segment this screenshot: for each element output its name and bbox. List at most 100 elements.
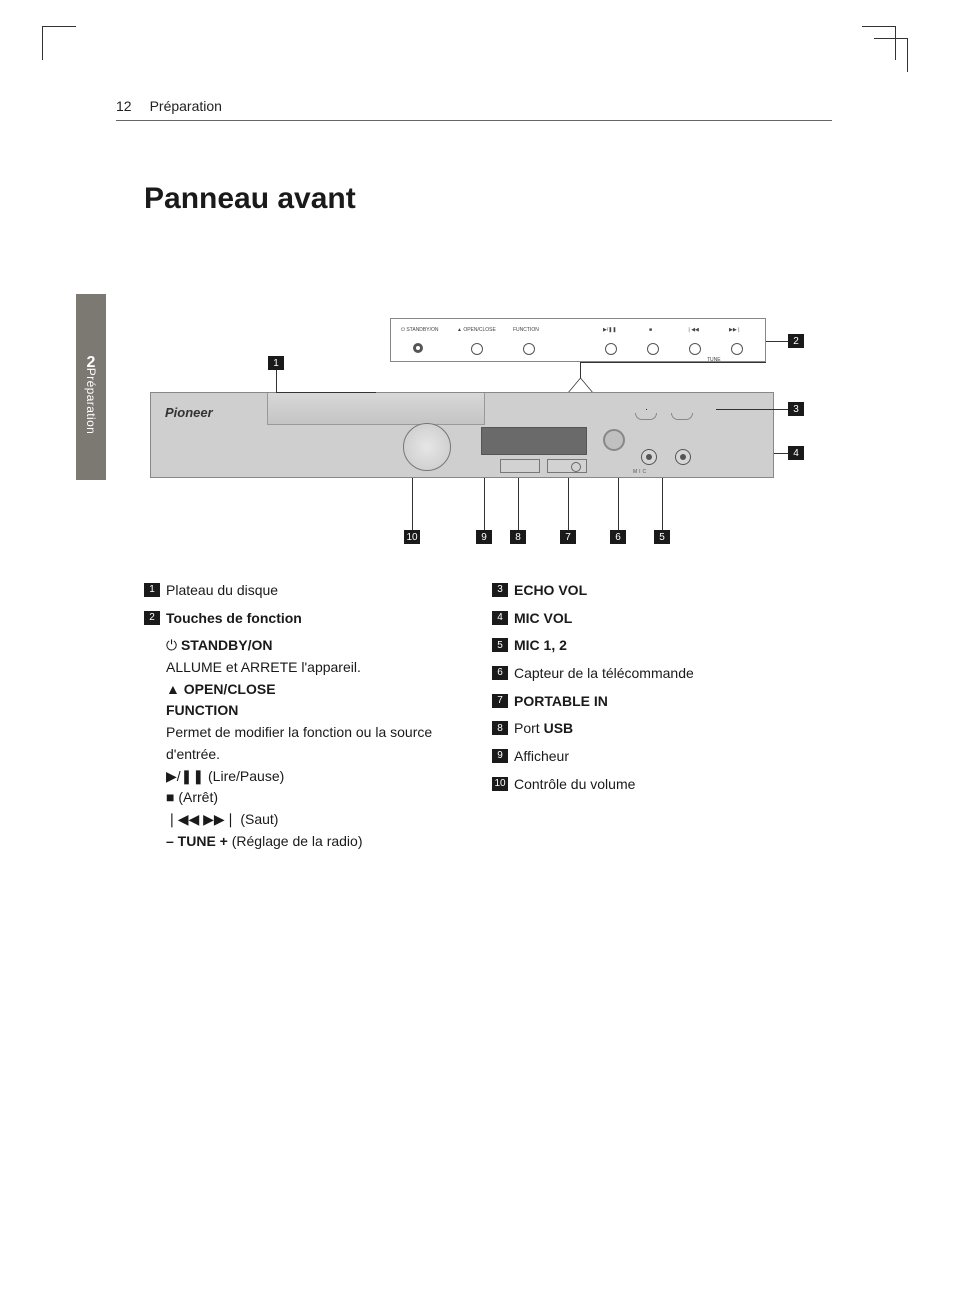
lead-line <box>484 478 485 530</box>
btn-label: ▶▶❘ <box>729 327 741 333</box>
side-tab-label: Préparation <box>84 368 98 434</box>
lead-line <box>412 478 413 530</box>
lead-line <box>662 478 663 530</box>
lead-line <box>580 362 766 363</box>
item-8-text: USB <box>544 720 574 736</box>
function-button-icon <box>523 343 535 355</box>
callout-3: 3 <box>788 402 804 416</box>
lead-line <box>276 392 376 393</box>
eject-icon: ▲ <box>166 681 180 697</box>
mic-label: MIC <box>633 469 648 475</box>
skip-icon: ❘◀◀ ▶▶❘ <box>166 811 236 827</box>
front-panel: Pioneer MIC <box>150 392 774 478</box>
mic-vol-knob <box>667 405 695 421</box>
item-2-body: ⏻ STANDBY/ON ALLUME et ARRETE l'appareil… <box>166 635 456 852</box>
callout-1: 1 <box>268 356 284 370</box>
open-label: OPEN/CLOSE <box>184 681 276 697</box>
stop-button-icon <box>647 343 659 355</box>
skip-desc: (Saut) <box>240 811 278 827</box>
front-panel-diagram: ⏻ STANDBY/ON ▲ OPEN/CLOSE FUNCTION ▶/❚❚ … <box>150 298 810 548</box>
btn-label: ■ <box>649 327 652 333</box>
stop-desc: (Arrêt) <box>178 789 218 805</box>
list-item: 8 Port USB <box>492 718 804 740</box>
item-10-text: Contrôle du volume <box>514 774 635 796</box>
function-desc: Permet de modifier la fonction ou la sou… <box>166 722 456 765</box>
list-item: 1 Plateau du disque <box>144 580 456 602</box>
list-item: 9 Afficheur <box>492 746 804 768</box>
list-item: 10 Contrôle du volume <box>492 774 804 796</box>
btn-label: ⏻ STANDBY/ON <box>401 327 438 333</box>
page-number: 12 <box>116 98 132 114</box>
item-5-text: MIC 1, 2 <box>514 635 567 657</box>
list-item: 2 Touches de fonction <box>144 608 456 630</box>
item-number-1: 1 <box>144 583 160 597</box>
item-9-text: Afficheur <box>514 746 569 768</box>
lead-line <box>568 378 581 392</box>
play-button-icon <box>605 343 617 355</box>
callout-8: 8 <box>510 530 526 544</box>
item-number-9: 9 <box>492 749 508 763</box>
echo-vol-knob <box>631 405 659 421</box>
lead-line <box>646 409 647 410</box>
list-item: 7 PORTABLE IN <box>492 691 804 713</box>
lead-line <box>580 378 593 392</box>
left-column: 1 Plateau du disque 2 Touches de fonctio… <box>144 580 456 852</box>
stop-icon: ■ <box>166 789 174 805</box>
mic-jack-2 <box>675 449 691 465</box>
item-number-7: 7 <box>492 694 508 708</box>
item-8-pre: Port <box>514 720 544 736</box>
side-tab-number: 2 <box>76 294 106 372</box>
btn-label: ❘◀◀ <box>687 327 699 333</box>
callout-5: 5 <box>654 530 670 544</box>
display <box>481 427 587 455</box>
page-section: Préparation <box>150 98 222 114</box>
item-4-text: MIC VOL <box>514 608 572 630</box>
item-6-text: Capteur de la télécommande <box>514 663 694 685</box>
item-number-8: 8 <box>492 721 508 735</box>
description-columns: 1 Plateau du disque 2 Touches de fonctio… <box>144 580 804 852</box>
prev-button-icon <box>689 343 701 355</box>
lead-line <box>276 370 277 392</box>
item-1-text: Plateau du disque <box>166 580 278 602</box>
btn-label: ▲ OPEN/CLOSE <box>457 327 496 333</box>
item-number-5: 5 <box>492 638 508 652</box>
list-item: 6Capteur de la télécommande <box>492 663 804 685</box>
remote-sensor <box>603 429 625 451</box>
callout-10: 10 <box>404 530 420 544</box>
open-button-icon <box>471 343 483 355</box>
side-tab: 2 Préparation <box>76 294 106 480</box>
list-item: 5 MIC 1, 2 <box>492 635 804 657</box>
standby-label: STANDBY/ON <box>181 637 273 653</box>
item-number-10: 10 <box>492 777 508 791</box>
lead-line <box>766 341 788 342</box>
right-column: 3ECHO VOL 4 MIC VOL 5 MIC 1, 2 6Capteur de… <box>492 580 804 852</box>
item-number-2: 2 <box>144 611 160 625</box>
volume-knob <box>403 423 451 471</box>
function-label: FUNCTION <box>166 700 456 722</box>
item-3-text: ECHO VOL <box>514 580 587 602</box>
tune-desc: (Réglage de la radio) <box>232 833 363 849</box>
standby-desc: ALLUME et ARRETE l'appareil. <box>166 657 456 679</box>
callout-2: 2 <box>788 334 804 348</box>
crop-mark-tr-b <box>874 38 908 72</box>
item-number-4: 4 <box>492 611 508 625</box>
disc-tray <box>267 393 485 425</box>
item-7-text: PORTABLE IN <box>514 691 608 713</box>
standby-button-icon <box>413 343 423 353</box>
lead-line <box>580 362 581 378</box>
lead-line <box>618 478 619 530</box>
page-header: 12 Préparation <box>116 98 832 121</box>
item-2-title: Touches de fonction <box>166 608 302 630</box>
lead-line <box>518 478 519 530</box>
list-item: 3ECHO VOL <box>492 580 804 602</box>
lead-line <box>716 409 788 410</box>
next-button-icon <box>731 343 743 355</box>
brand-logo: Pioneer <box>165 405 213 420</box>
crop-mark-tl <box>42 26 76 60</box>
btn-label: FUNCTION <box>513 327 539 333</box>
tune-label: – TUNE + <box>166 833 228 849</box>
list-item: 4 MIC VOL <box>492 608 804 630</box>
callout-7: 7 <box>560 530 576 544</box>
standby-icon: ⏻ <box>166 637 177 653</box>
lead-line <box>774 453 788 454</box>
